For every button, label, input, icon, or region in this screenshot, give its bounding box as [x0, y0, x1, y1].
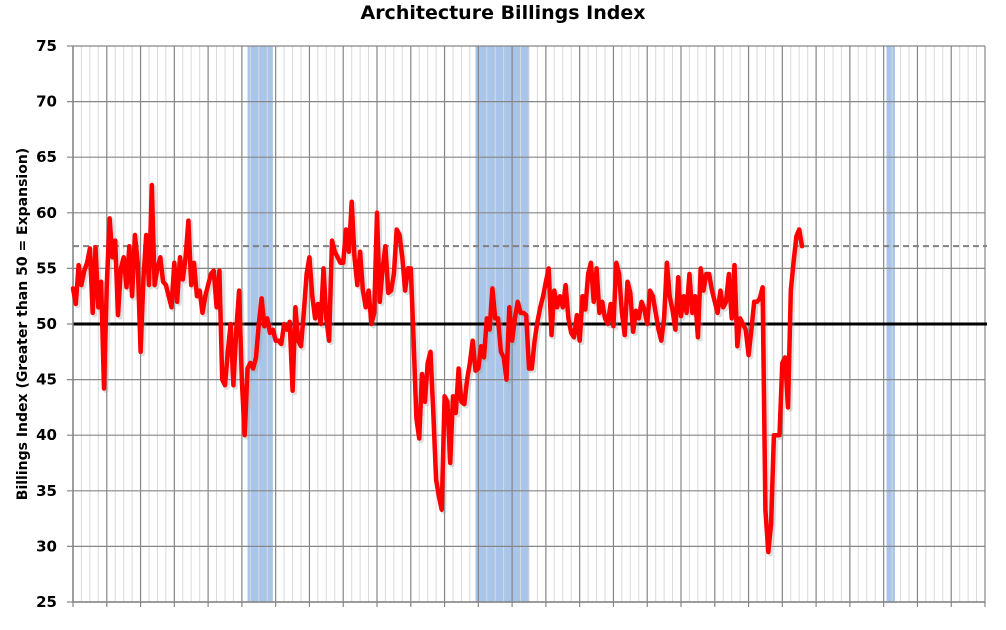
y-tick-labels: 25 30 35 40 45 50 55 60 65 70 75	[36, 37, 57, 611]
y-tick-label: 30	[36, 537, 57, 555]
reference-lines	[73, 245, 987, 326]
y-tick-label: 25	[36, 593, 57, 611]
chart-title: Architecture Billings Index	[360, 2, 646, 24]
abi-line	[70, 182, 805, 555]
y-tick-label: 40	[36, 426, 57, 444]
axes	[72, 46, 985, 603]
y-tick-label: 70	[36, 93, 57, 111]
y-tick-label: 60	[36, 204, 57, 222]
y-tick-label: 65	[36, 148, 57, 166]
y-tick-label: 50	[36, 315, 57, 333]
y-tick-label: 35	[36, 482, 57, 500]
y-tick-label: 55	[36, 259, 57, 277]
y-tick-label: 45	[36, 371, 57, 389]
y-tick-label: 75	[36, 37, 57, 55]
data-series	[70, 182, 807, 557]
